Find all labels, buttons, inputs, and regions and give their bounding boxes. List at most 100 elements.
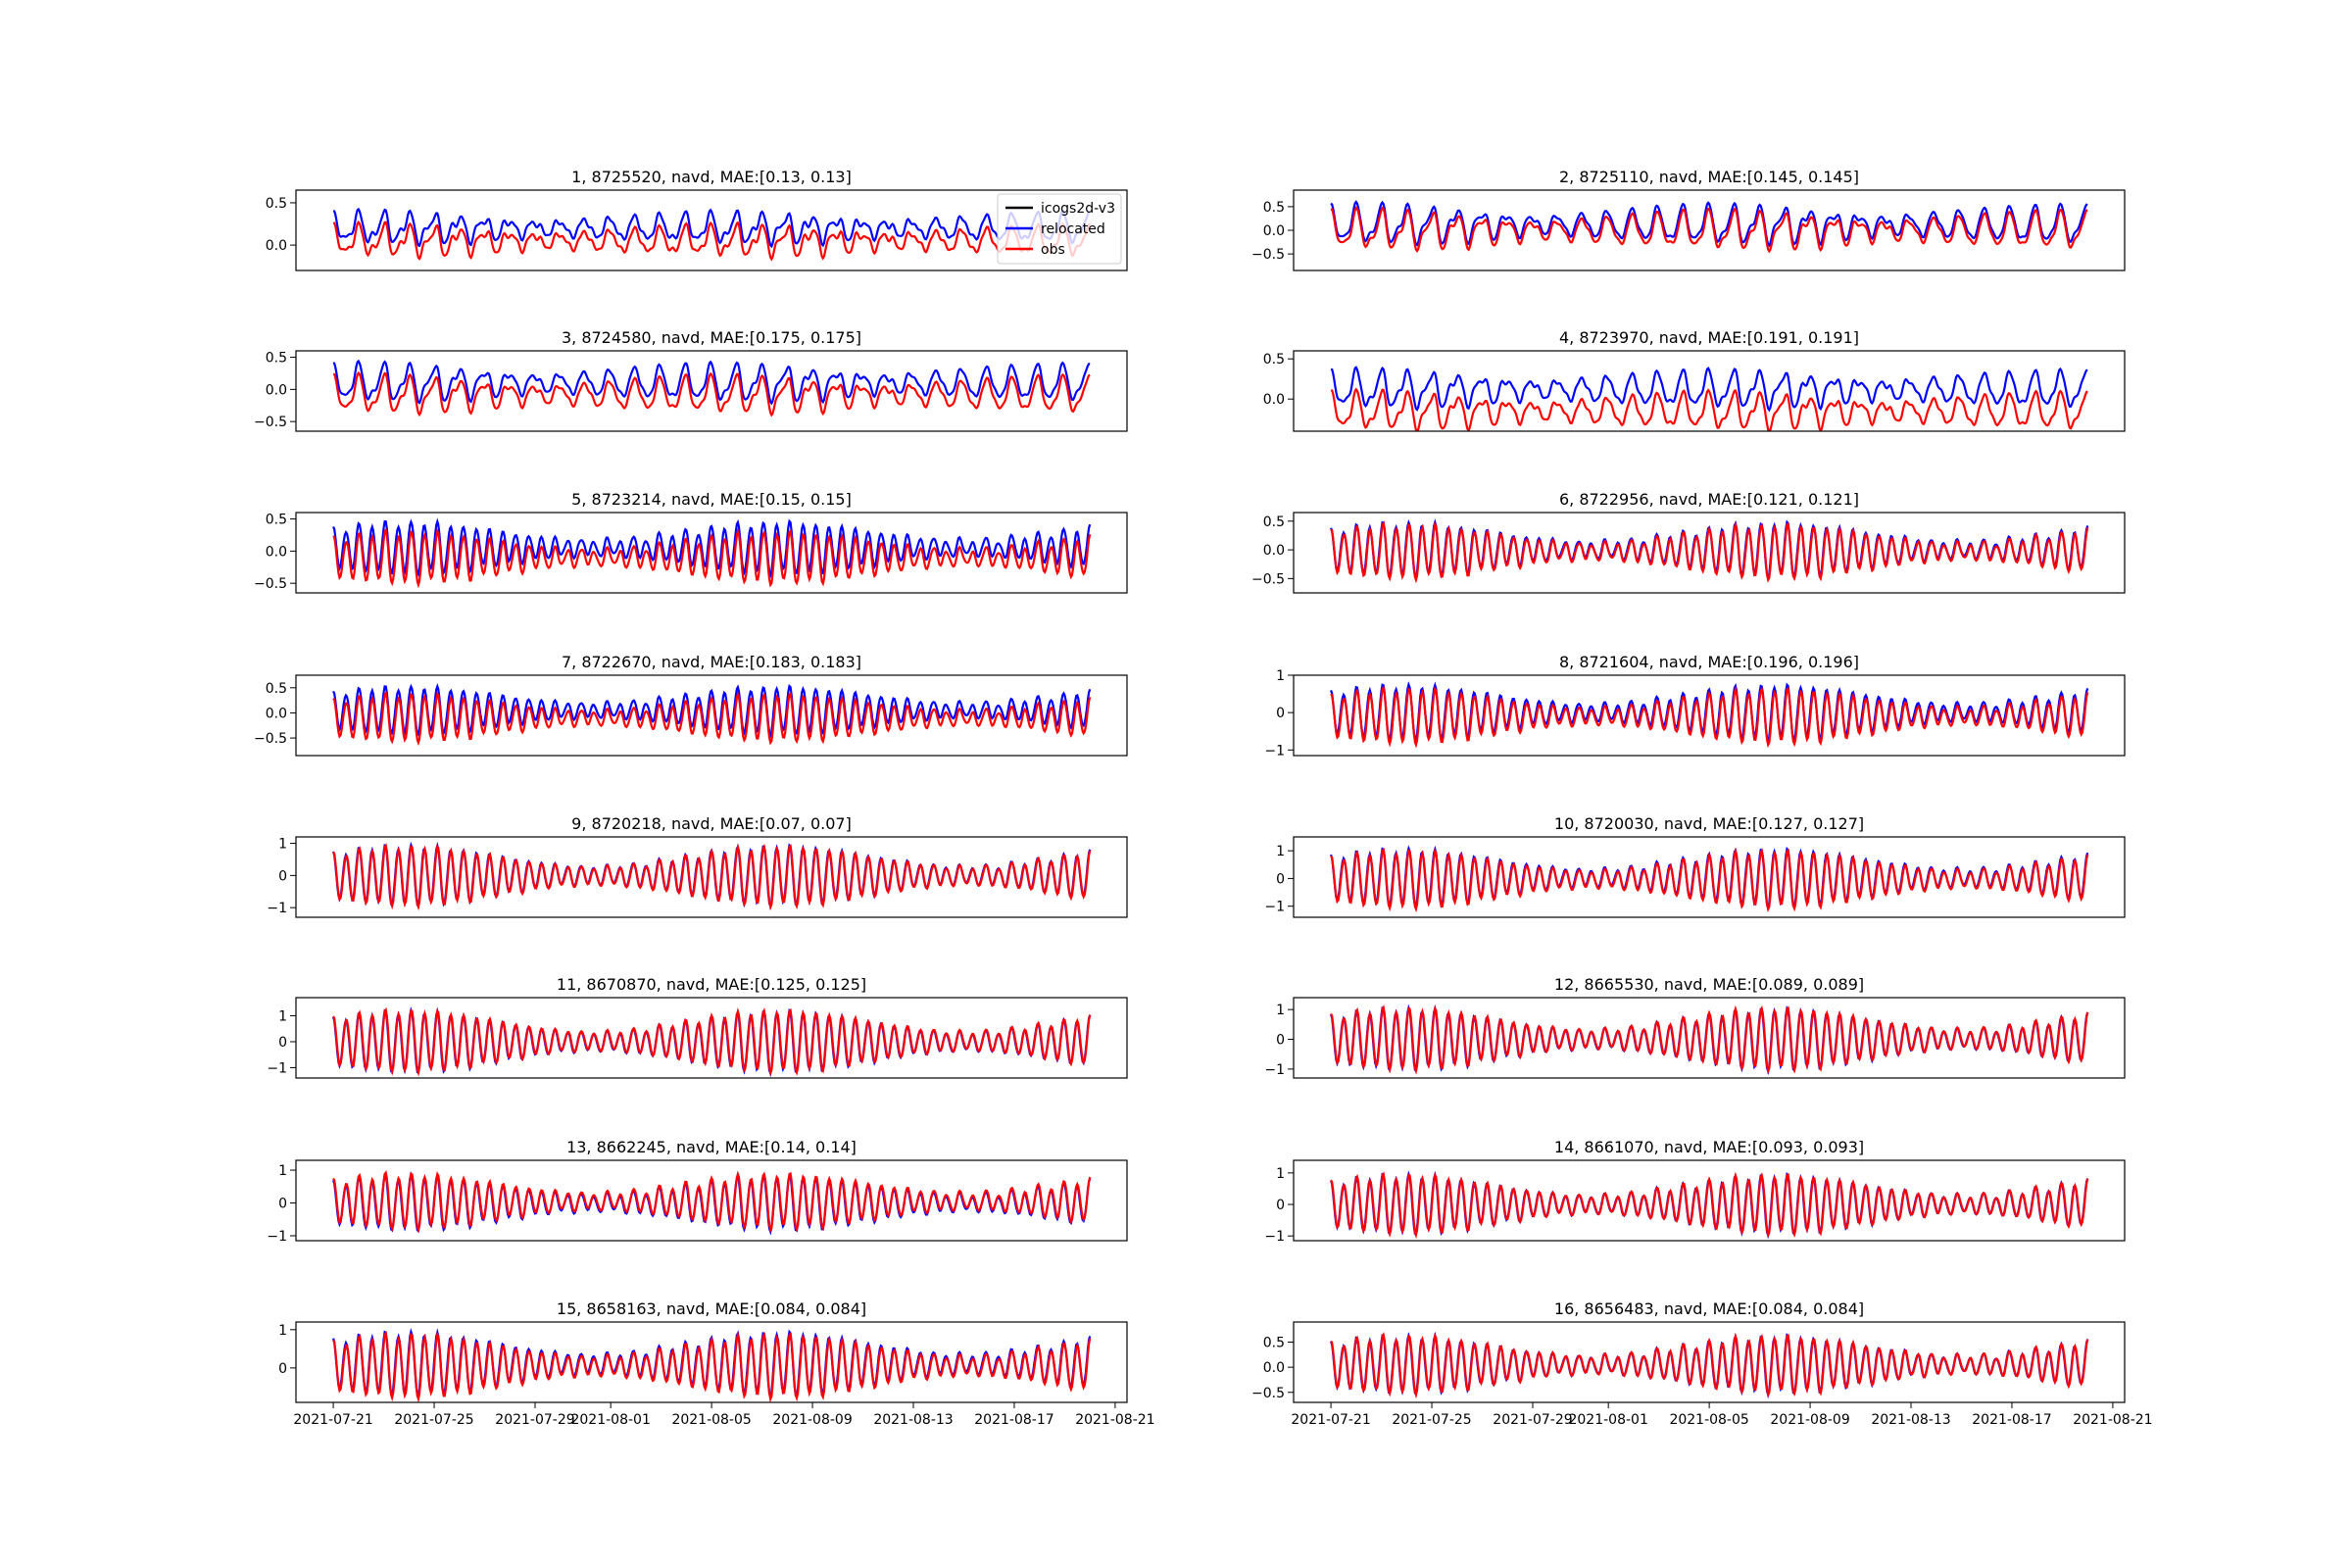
subplot-title: 4, 8723970, navd, MAE:[0.191, 0.191] <box>1559 328 1859 347</box>
plot-lines <box>332 207 1092 262</box>
subplot-6: 6, 8722956, navd, MAE:[0.121, 0.121] 0.5 0… <box>1251 490 2126 594</box>
series-obs <box>1330 1171 2089 1240</box>
subplot-8: 8, 8721604, navd, MAE:[0.196, 0.196] 1 0 −1 <box>1264 653 2126 759</box>
ytick-label: −1 <box>267 1060 287 1076</box>
series-relocated <box>332 359 1091 406</box>
ytick-label: 1 <box>1276 844 1285 859</box>
axes-frame <box>295 997 1128 1079</box>
legend: icogs2d-v3 relocated obs <box>997 193 1122 265</box>
subplot-title: 16, 8656483, navd, MAE:[0.084, 0.084] <box>1554 1299 1864 1318</box>
ytick-label: 0 <box>278 1035 287 1051</box>
subplot-7: 7, 8722670, navd, MAE:[0.183, 0.183] 0.5 0… <box>254 653 1128 757</box>
subplot-title: 3, 8724580, navd, MAE:[0.175, 0.175] <box>562 328 861 347</box>
ytick-label: −1 <box>267 1229 287 1245</box>
plot-lines <box>332 1170 1092 1236</box>
xtick-label: 2021-08-17 <box>974 1412 1054 1428</box>
xtick-label: 2021-08-21 <box>2073 1412 2152 1428</box>
xtick-label: 2021-07-25 <box>1392 1412 1471 1428</box>
xtick-label: 2021-08-05 <box>671 1412 751 1428</box>
ytick-label: −0.5 <box>254 731 287 747</box>
series-obs <box>332 1170 1092 1234</box>
ytick-label: 0 <box>278 868 287 884</box>
ytick-label: −1 <box>1264 1229 1285 1245</box>
ytick-label: 1 <box>1276 668 1285 684</box>
xtick-label: 2021-07-29 <box>495 1412 574 1428</box>
plot-lines <box>1330 681 2089 749</box>
series-obs <box>332 843 1092 911</box>
subplot-3: 3, 8724580, navd, MAE:[0.175, 0.175] 0.5 0… <box>254 328 1128 432</box>
ytick-label: 0 <box>1276 706 1285 721</box>
series-obs <box>333 370 1091 417</box>
axes-frame <box>295 1159 1128 1242</box>
ytick-label: 0.5 <box>1263 1336 1285 1351</box>
subplot-title: 12, 8665530, navd, MAE:[0.089, 0.089] <box>1554 975 1864 994</box>
ytick-label: 1 <box>278 837 287 853</box>
ytick-label: 1 <box>1276 1166 1285 1182</box>
xtick-label: 2021-07-29 <box>1493 1412 1572 1428</box>
ytick-label: 0.5 <box>266 681 287 697</box>
subplot-title: 1, 8725520, navd, MAE:[0.13, 0.13] <box>571 168 852 186</box>
ytick-label: 0.5 <box>266 351 287 367</box>
subplot-16: 16, 8656483, navd, MAE:[0.084, 0.084] 0.5… <box>1251 1299 2153 1428</box>
series-relocated <box>332 682 1092 739</box>
subplot-title: 13, 8662245, navd, MAE:[0.14, 0.14] <box>566 1138 857 1156</box>
subplot-title: 11, 8670870, navd, MAE:[0.125, 0.125] <box>557 975 866 994</box>
series-obs <box>1330 1332 2089 1399</box>
series-relocated <box>1330 200 2088 248</box>
axes-frame <box>1293 674 2126 757</box>
ytick-label: 0.0 <box>1263 1360 1285 1376</box>
subplot-14: 14, 8661070, navd, MAE:[0.093, 0.093] 1 0 −… <box>1264 1138 2126 1245</box>
ytick-label: −0.5 <box>1251 571 1285 587</box>
series-obs <box>1330 387 2088 431</box>
ytick-label: 0.0 <box>266 706 287 721</box>
ytick-label: −0.5 <box>1251 247 1285 263</box>
ytick-label: 0.0 <box>266 238 287 254</box>
series-obs <box>1330 206 2088 254</box>
plot-lines <box>1330 1331 2089 1399</box>
ytick-label: −1 <box>1264 900 1285 915</box>
xtick-label: 2021-08-09 <box>1770 1412 1849 1428</box>
subplot-title: 8, 8721604, navd, MAE:[0.196, 0.196] <box>1559 653 1859 671</box>
ytick-label: −0.5 <box>254 415 287 430</box>
ytick-label: 0.5 <box>1263 514 1285 530</box>
axes-frame <box>295 674 1128 757</box>
ytick-label: −1 <box>1264 1062 1285 1078</box>
ytick-label: 1 <box>1276 1003 1285 1018</box>
ytick-label: 0.0 <box>1263 223 1285 239</box>
axes-frame <box>295 189 1128 271</box>
xtick-label: 2021-08-17 <box>1972 1412 2051 1428</box>
subplot-title: 5, 8723214, navd, MAE:[0.15, 0.15] <box>571 490 852 509</box>
xtick-label: 2021-07-21 <box>293 1412 372 1428</box>
axes-frame <box>1293 997 2126 1079</box>
subplot-1: 1, 8725520, navd, MAE:[0.13, 0.13] 0.5 0.0 <box>266 168 1128 271</box>
subplot-4: 4, 8723970, navd, MAE:[0.191, 0.191] 0.5 0… <box>1263 328 2126 432</box>
ytick-label: −0.5 <box>1251 1386 1285 1401</box>
xtick-label: 2021-08-21 <box>1075 1412 1154 1428</box>
ytick-label: 0.0 <box>266 544 287 560</box>
ytick-label: 0 <box>278 1197 287 1212</box>
subplot-grid: 1, 8725520, navd, MAE:[0.13, 0.13] 0.5 0.0… <box>254 168 2153 1428</box>
plot-lines <box>332 1328 1092 1402</box>
subplot-title: 6, 8722956, navd, MAE:[0.121, 0.121] <box>1559 490 1859 509</box>
subplot-9: 9, 8720218, navd, MAE:[0.07, 0.07] 1 0 −1 <box>267 814 1128 918</box>
subplot-11: 11, 8670870, navd, MAE:[0.125, 0.125] 1 0 −… <box>267 975 1128 1079</box>
series-obs <box>1330 1004 2089 1075</box>
xtick-label: 2021-08-13 <box>1871 1412 1950 1428</box>
ytick-label: 0 <box>1276 1033 1285 1049</box>
ytick-label: −1 <box>267 901 287 916</box>
ytick-label: 1 <box>278 1009 287 1025</box>
series-obs <box>332 1330 1092 1402</box>
subplot-title: 2, 8725110, navd, MAE:[0.145, 0.145] <box>1559 168 1859 186</box>
axes-frame <box>295 350 1128 432</box>
ytick-label: 1 <box>278 1323 287 1339</box>
ytick-label: 0.5 <box>1263 352 1285 368</box>
xtick-label: 2021-08-13 <box>873 1412 953 1428</box>
plot-lines <box>332 682 1092 747</box>
series-relocated <box>332 207 1091 249</box>
plot-lines <box>332 517 1092 589</box>
plot-lines <box>332 841 1092 911</box>
axes-frame <box>295 836 1128 918</box>
ytick-label: 0.5 <box>1263 200 1285 216</box>
ytick-label: 0.0 <box>1263 543 1285 559</box>
ytick-label: 0 <box>1276 1198 1285 1213</box>
